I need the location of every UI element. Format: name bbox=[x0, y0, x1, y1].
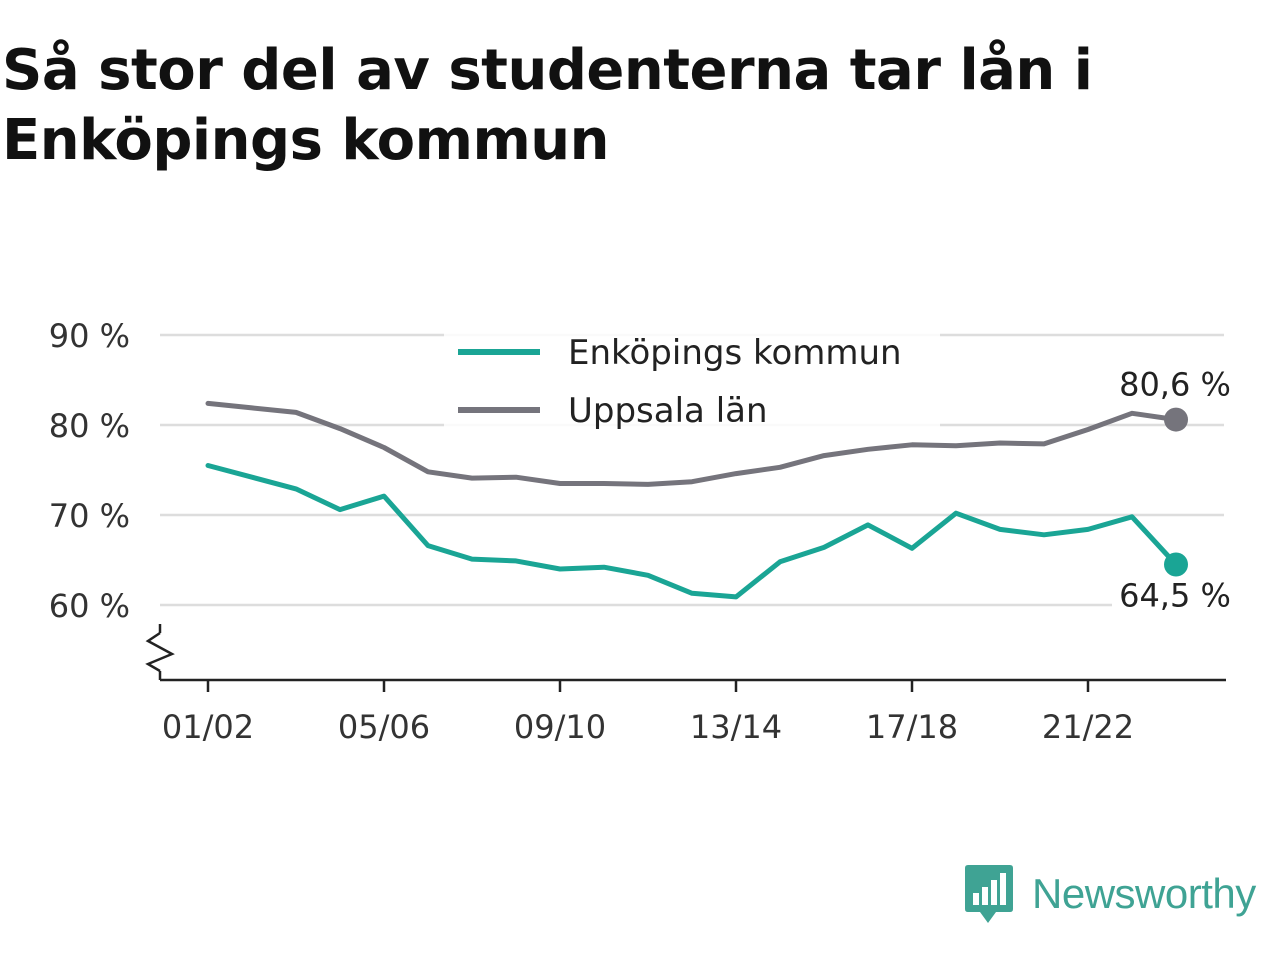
y-tick-label: 90 % bbox=[49, 317, 130, 355]
brand-name: Newsworthy bbox=[1032, 870, 1256, 917]
legend-label: Uppsala län bbox=[568, 391, 768, 431]
y-tick-label: 70 % bbox=[49, 497, 130, 535]
series-line bbox=[205, 400, 1179, 487]
x-tick-label: 21/22 bbox=[1042, 708, 1134, 746]
chart-title: Så stor del av studenterna tar lån i Enk… bbox=[2, 38, 1093, 173]
y-tick-label: 60 % bbox=[49, 587, 130, 625]
series-end-point bbox=[1164, 552, 1188, 577]
end-label-background bbox=[1112, 576, 1232, 617]
axis-break-mark bbox=[145, 631, 175, 673]
x-tick-label: 17/18 bbox=[866, 708, 958, 746]
brand-logo: Newsworthy bbox=[964, 862, 1256, 926]
end-value-label: 80,6 % bbox=[1119, 366, 1231, 404]
x-tick-label: 01/02 bbox=[162, 708, 254, 746]
x-tick-label: 09/10 bbox=[514, 708, 606, 746]
series-end-point bbox=[1164, 407, 1188, 432]
x-tick-label: 05/06 bbox=[338, 708, 430, 746]
axes bbox=[145, 624, 1226, 682]
x-tick-label: 13/14 bbox=[690, 708, 782, 746]
series-line bbox=[205, 463, 1179, 600]
end-value-label: 64,5 % bbox=[1119, 577, 1231, 615]
y-tick-label: 80 % bbox=[49, 407, 130, 445]
legend: Enköpings kommun Uppsala län bbox=[444, 327, 940, 435]
x-axis-ticks: 01/02 05/06 09/10 13/14 17/18 21/22 bbox=[162, 680, 1134, 746]
end-labels: 64,5 % 80,6 % bbox=[1112, 366, 1232, 617]
series-lines bbox=[205, 400, 1188, 600]
newsworthy-logo-icon bbox=[965, 865, 1013, 923]
legend-background bbox=[444, 327, 940, 435]
legend-label: Enköpings kommun bbox=[568, 333, 902, 373]
y-axis-ticks: 60 % 70 % 80 % 90 % bbox=[49, 317, 130, 625]
